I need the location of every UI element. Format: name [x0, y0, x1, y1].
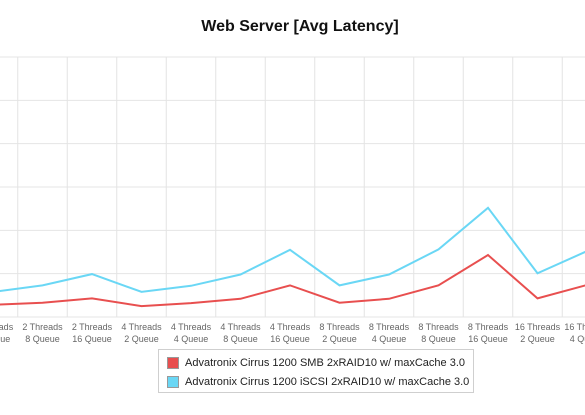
series-line-iscsi [0, 206, 585, 293]
vertical-gridlines [17, 57, 563, 317]
legend-item-smb: Advatronix Cirrus 1200 SMB 2xRAID10 w/ m… [167, 355, 465, 371]
x-tick-label: 4 Threads 16 Queue [270, 322, 311, 344]
chart-title: Web Server [Avg Latency] [201, 18, 399, 35]
x-tick-label: 2 Threads 16 Queue [72, 322, 113, 344]
x-tick-label: 4 Threads 2 Queue [121, 322, 162, 344]
x-tick-label: 16 Threads 2 Queue [515, 322, 561, 344]
legend-swatch-iscsi [167, 376, 179, 388]
x-tick-label: 8 Threads 16 Queue [468, 322, 509, 344]
legend: Advatronix Cirrus 1200 SMB 2xRAID10 w/ m… [158, 349, 474, 393]
x-tick-label: 2 Threads 8 Queue [22, 322, 63, 344]
legend-swatch-smb [167, 357, 179, 369]
series-lines [0, 206, 585, 308]
x-tick-label: 8 Threads 4 Queue [369, 322, 410, 344]
x-tick-label: 4 Threads 8 Queue [220, 322, 261, 344]
legend-item-iscsi: Advatronix Cirrus 1200 iSCSI 2xRAID10 w/… [167, 374, 469, 390]
x-tick-label: 8 Threads 8 Queue [418, 322, 459, 344]
series-line-smb [0, 253, 585, 308]
legend-label-iscsi: Advatronix Cirrus 1200 iSCSI 2xRAID10 w/… [185, 376, 470, 388]
x-tick-label: 4 Threads 4 Queue [171, 322, 212, 344]
horizontal-gridlines [0, 56, 585, 318]
legend-label-smb: Advatronix Cirrus 1200 SMB 2xRAID10 w/ m… [185, 357, 466, 369]
x-tick-label: 8 Threads 2 Queue [319, 322, 360, 344]
